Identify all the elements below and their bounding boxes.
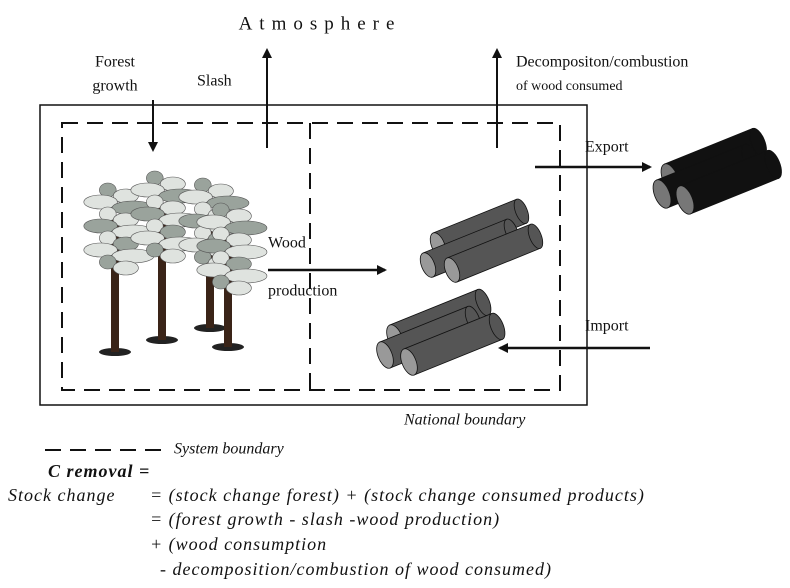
title: Atmosphere [239, 13, 402, 34]
tree-foliage [113, 261, 138, 275]
label: Wood [268, 235, 306, 252]
tree-foliage [225, 221, 267, 235]
formula-lhs: Stock change [8, 485, 115, 505]
diagram: Atmosphere Forest growth Slash Decomposi… [0, 0, 790, 588]
formula-line: = (stock change forest) + (stock change … [150, 485, 645, 506]
tree-foliage [225, 269, 267, 283]
national-boundary-label: National boundary [403, 412, 526, 429]
illustrations [84, 126, 785, 378]
label: Slash [197, 73, 232, 90]
legend-label: System boundary [174, 441, 285, 458]
tree-foliage [225, 245, 267, 259]
label: production [268, 283, 337, 300]
label: Forest [95, 54, 136, 71]
tree-foliage [226, 281, 251, 295]
formula-heading: C removal = [48, 461, 150, 481]
formula-line: - decomposition/combustion of wood consu… [160, 559, 552, 580]
formula-line: = (forest growth - slash -wood productio… [150, 509, 500, 530]
label: Import [585, 318, 629, 335]
label: Export [585, 139, 629, 156]
label: growth [92, 78, 137, 95]
formula-line: + (wood consumption [150, 534, 327, 555]
tree-foliage [160, 249, 185, 263]
label: Decompositon/combustion [516, 54, 688, 71]
label: of wood consumed [516, 79, 623, 94]
